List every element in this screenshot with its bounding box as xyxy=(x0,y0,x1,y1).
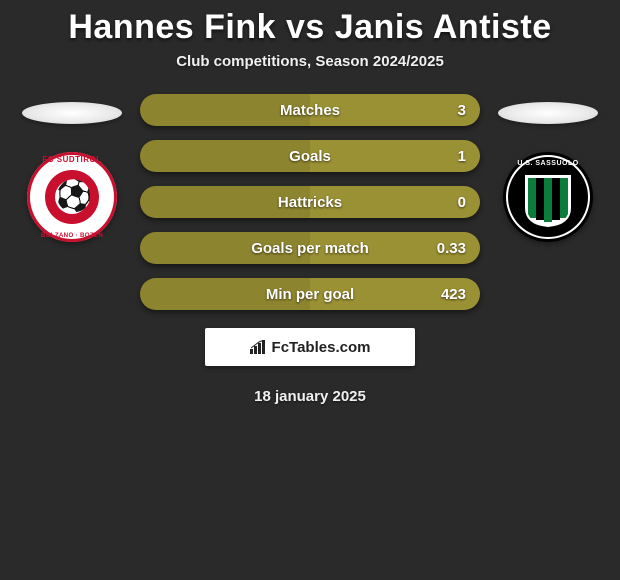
stat-bar-goals-per-match: Goals per match 0.33 xyxy=(140,232,480,264)
stat-bar-min-per-goal: Min per goal 423 xyxy=(140,278,480,310)
sassuolo-shield-icon xyxy=(524,174,572,228)
soccer-ball-icon xyxy=(55,180,89,214)
stat-bar-goals: Goals 1 xyxy=(140,140,480,172)
stat-right-value: 423 xyxy=(441,286,466,303)
sassuolo-text: U.S. SASSUOLO xyxy=(503,160,593,167)
stat-right-value: 3 xyxy=(458,102,466,119)
stat-label: Matches xyxy=(280,102,340,119)
sudtirol-text-bot: BOLZANO · BOZEN xyxy=(27,232,117,239)
stats-column: Matches 3 Goals 1 Hattricks 0 Goals per … xyxy=(140,94,480,310)
branding-badge[interactable]: FcTables.com xyxy=(205,328,415,366)
subtitle: Club competitions, Season 2024/2025 xyxy=(176,53,444,70)
sudtirol-inner xyxy=(45,170,99,224)
club-logo-sudtirol: FC SÜDTIROL BOLZANO · BOZEN xyxy=(27,152,117,242)
date-label: 18 january 2025 xyxy=(254,388,366,405)
player-right-avatar-placeholder xyxy=(498,102,598,124)
stat-label: Goals xyxy=(289,148,331,165)
player-left-avatar-placeholder xyxy=(22,102,122,124)
stat-right-value: 0 xyxy=(458,194,466,211)
bars-icon xyxy=(250,340,268,354)
stat-label: Hattricks xyxy=(278,194,342,211)
brand-text: FcTables.com xyxy=(272,339,371,356)
comparison-container: Hannes Fink vs Janis Antiste Club compet… xyxy=(0,0,620,405)
player-left-col: FC SÜDTIROL BOLZANO · BOZEN xyxy=(22,102,122,242)
main-row: FC SÜDTIROL BOLZANO · BOZEN Matches 3 Go… xyxy=(0,102,620,310)
stat-label: Min per goal xyxy=(266,286,354,303)
stat-right-value: 0.33 xyxy=(437,240,466,257)
stat-bar-matches: Matches 3 xyxy=(140,94,480,126)
stat-right-value: 1 xyxy=(458,148,466,165)
sudtirol-text-top: FC SÜDTIROL xyxy=(27,155,117,164)
page-title: Hannes Fink vs Janis Antiste xyxy=(68,8,551,47)
stat-label: Goals per match xyxy=(251,240,369,257)
stat-bar-hattricks: Hattricks 0 xyxy=(140,186,480,218)
player-right-col: U.S. SASSUOLO xyxy=(498,102,598,242)
club-logo-sassuolo: U.S. SASSUOLO xyxy=(503,152,593,242)
